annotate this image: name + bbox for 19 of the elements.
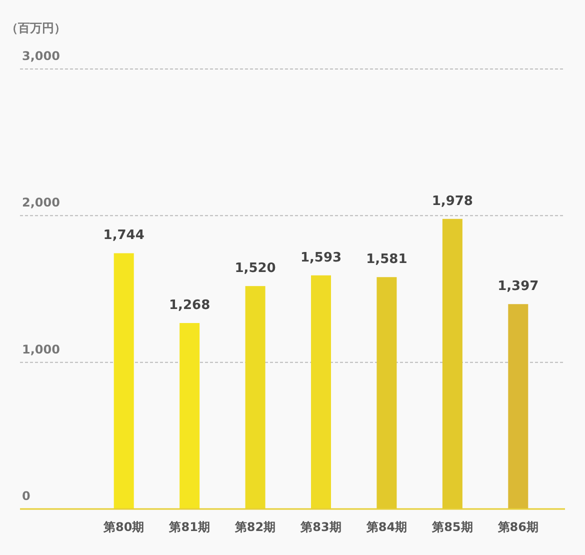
y-tick-label: 0 xyxy=(22,489,30,503)
data-label: 1,593 xyxy=(300,250,342,266)
x-tick-label: 第86期 xyxy=(496,520,538,534)
x-tick-label: 第83期 xyxy=(300,520,342,534)
data-label: 1,744 xyxy=(103,228,144,244)
x-tick-label: 第82期 xyxy=(234,520,276,534)
data-label: 1,978 xyxy=(432,194,473,209)
y-tick-label: 3,000 xyxy=(22,49,60,63)
y-tick-label: 2,000 xyxy=(22,196,60,210)
data-label: 1,268 xyxy=(169,298,210,314)
x-tick-label: 第80期 xyxy=(102,520,144,534)
y-tick-label: 1,000 xyxy=(22,342,60,356)
data-label: 1,581 xyxy=(366,252,408,268)
y-axis-title: （百万円） xyxy=(6,21,66,35)
x-tick-label: 第84期 xyxy=(365,520,408,534)
x-tick-label: 第81期 xyxy=(168,520,210,534)
data-label: 1,397 xyxy=(498,279,539,294)
data-label: 1,520 xyxy=(234,261,276,276)
x-tick-label: 第85期 xyxy=(431,520,473,534)
